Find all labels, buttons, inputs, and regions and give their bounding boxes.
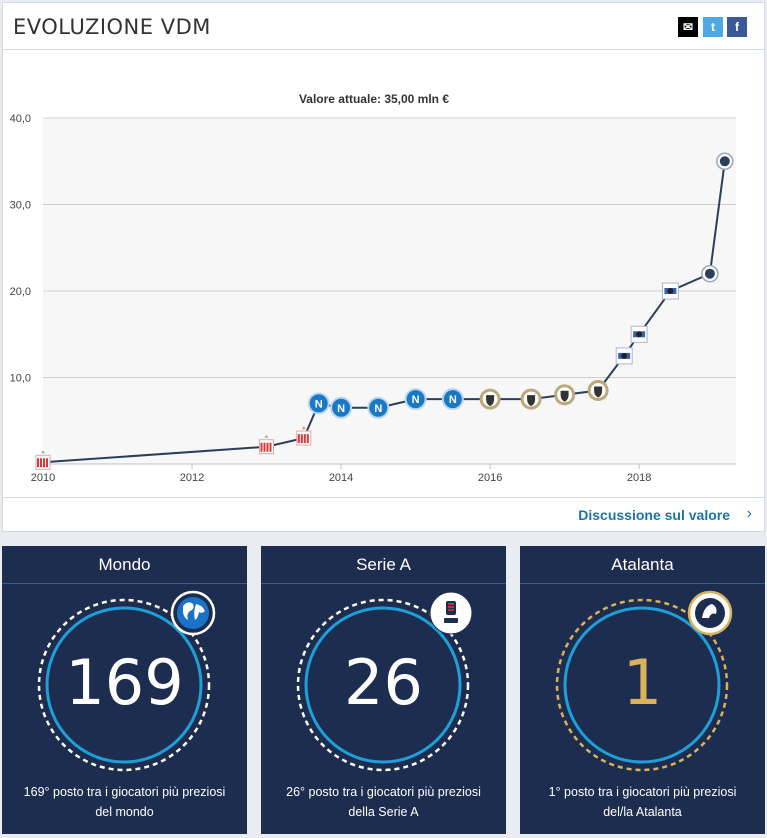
rank-description: 169° posto tra i giocatori più preziosi … (23, 785, 226, 819)
x-tick-label: 2016 (478, 472, 502, 484)
card-title: Mondo (2, 546, 247, 584)
granada-icon[interactable] (35, 450, 51, 470)
sampdoria-icon[interactable] (630, 325, 648, 343)
x-tick-label: 2018 (627, 472, 651, 484)
rank-description: 26° posto tra i giocatori più preziosi d… (286, 785, 481, 819)
share-twitter-icon[interactable]: t (703, 17, 723, 37)
y-tick-label: 20,0 (10, 286, 31, 298)
napoli-icon[interactable]: N (404, 388, 427, 411)
serie-a-logo-icon (429, 591, 473, 635)
x-tick-label: 2010 (31, 472, 55, 484)
y-tick-label: 40,0 (10, 113, 31, 125)
market-value-panel: EVOLUZIONE VDM ✉ t f Valore attuale: 35,… (2, 2, 765, 532)
atalanta-icon[interactable] (701, 264, 719, 283)
napoli-icon[interactable]: N (307, 392, 330, 415)
rank-ring (37, 590, 216, 772)
atalanta-logo-icon (687, 590, 733, 636)
card-title: Atalanta (520, 546, 765, 584)
ring-solid (563, 606, 721, 764)
udinese-icon[interactable] (520, 388, 542, 410)
x-tick-labels: 2010 2012 2014 2016 2018 (31, 464, 651, 484)
svg-text:N: N (412, 394, 420, 406)
udinese-icon[interactable] (479, 388, 501, 410)
rank-number: 169 (65, 646, 184, 719)
sampdoria-icon[interactable] (615, 347, 633, 365)
napoli-icon[interactable]: N (367, 396, 390, 419)
card-title: Serie A (261, 546, 506, 584)
rank-card-league: Serie A 26 26° posto tra i giocatori più… (261, 546, 506, 834)
y-tick-label: 10,0 (10, 373, 31, 385)
chart-title: Valore attuale: 35,00 mln € (299, 92, 449, 106)
napoli-icon[interactable]: N (441, 388, 464, 411)
rank-ring (555, 590, 733, 772)
svg-text:N: N (374, 403, 382, 415)
svg-text:N: N (315, 398, 323, 410)
panel-title: EVOLUZIONE VDM (13, 15, 211, 39)
panel-header: EVOLUZIONE VDM ✉ t f (3, 3, 764, 50)
market-value-chart: Valore attuale: 35,00 mln € 10,0 20,0 30,0… (10, 92, 736, 484)
share-facebook-icon[interactable]: f (727, 17, 747, 37)
rank-card-club: Atalanta 1 1° posto tra i giocatori più … (520, 546, 765, 834)
x-tick-label: 2012 (180, 472, 204, 484)
rank-number: 1 (622, 646, 663, 719)
atalanta-icon[interactable] (716, 152, 734, 171)
granada-icon[interactable] (259, 434, 274, 455)
share-mail-icon[interactable]: ✉ (678, 17, 698, 37)
club-markers: N N NN N (35, 152, 734, 470)
ring-dashed (296, 598, 470, 772)
rank-description: 1° posto tra i giocatori più preziosi de… (548, 785, 737, 819)
grid-lines (43, 117, 736, 465)
svg-text:N: N (449, 394, 457, 406)
chevron-right-icon[interactable]: › (746, 505, 752, 522)
ring-solid (304, 606, 462, 764)
svg-text:N: N (337, 403, 345, 415)
ring-dashed (555, 598, 729, 772)
panel-footer: Discussione sul valore › (3, 497, 764, 533)
sampdoria-icon[interactable] (661, 282, 679, 300)
y-tick-labels: 10,0 20,0 30,0 40,0 (10, 113, 31, 385)
rank-card-world: Mondo 169 169° posto tra i giocatori più… (2, 546, 247, 834)
ring-solid (45, 606, 203, 764)
rank-ring (296, 591, 473, 772)
napoli-icon[interactable]: N (330, 396, 353, 419)
x-tick-label: 2014 (329, 472, 353, 484)
udinese-icon[interactable] (554, 384, 576, 406)
granada-icon[interactable] (296, 426, 312, 446)
ring-dashed (37, 598, 211, 772)
udinese-icon[interactable] (587, 380, 609, 401)
y-tick-label: 30,0 (10, 200, 31, 212)
globe-icon (170, 590, 216, 636)
rank-number: 26 (344, 646, 423, 719)
value-discussion-link[interactable]: Discussione sul valore (578, 507, 730, 523)
